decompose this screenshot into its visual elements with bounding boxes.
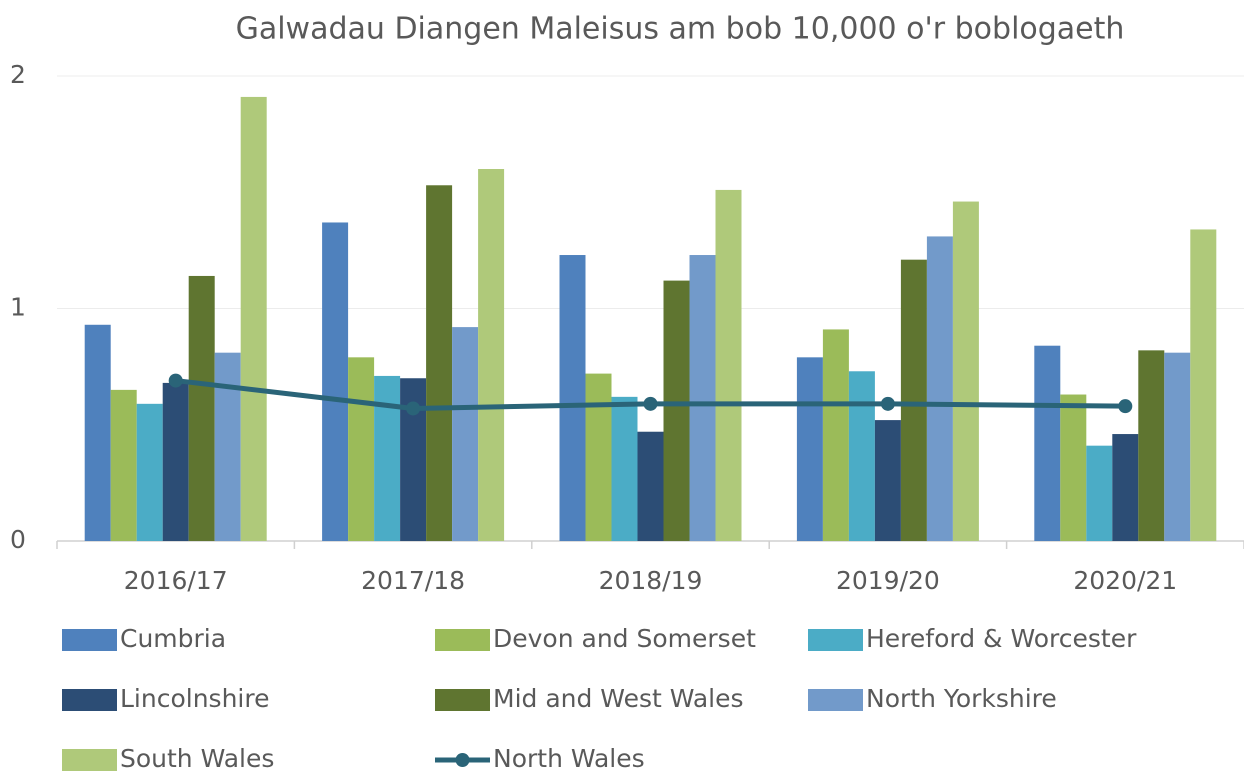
bar [611, 396, 638, 541]
legend-swatch [435, 629, 490, 651]
legend-label: Hereford & Worcester [866, 624, 1137, 653]
legend-label: Mid and West Wales [493, 684, 744, 713]
legend-swatch [808, 629, 863, 651]
x-tick-label: 2016/17 [124, 566, 228, 595]
legend-swatch-marker [455, 753, 470, 767]
legend-label: Lincolnshire [120, 684, 269, 713]
x-tick-label: 2020/21 [1073, 566, 1177, 595]
bar [426, 185, 453, 541]
legend-swatch [62, 629, 117, 651]
bar [900, 259, 927, 541]
bar [188, 275, 215, 541]
bar [952, 201, 979, 542]
bar [585, 373, 612, 541]
bar [926, 236, 953, 542]
bar [478, 169, 505, 541]
line-marker [1118, 399, 1133, 414]
line-marker [406, 401, 421, 416]
legend-swatch [62, 749, 117, 771]
bar [1034, 345, 1061, 541]
bar [84, 324, 111, 541]
bar [348, 357, 375, 541]
bar [240, 96, 267, 542]
y-tick-label: 1 [10, 293, 26, 322]
chart-title: Galwadau Diangen Maleisus am bob 10,000 … [236, 12, 1125, 47]
y-tick-label: 0 [10, 525, 26, 554]
bar [663, 280, 690, 541]
bar [848, 371, 875, 541]
bar [1164, 352, 1191, 541]
bar [136, 403, 163, 541]
bar [1190, 229, 1217, 541]
legend-label: South Wales [120, 744, 274, 773]
y-tick-label: 2 [10, 60, 26, 89]
legend-swatch [62, 689, 117, 711]
bar [214, 352, 241, 541]
bar [637, 431, 664, 541]
bar [1138, 350, 1165, 541]
legend-label: North Yorkshire [866, 684, 1057, 713]
legend-swatch [435, 689, 490, 711]
line-marker [643, 396, 658, 411]
line-marker [880, 396, 895, 411]
legend-label: Devon and Somerset [493, 624, 756, 653]
x-tick-label: 2018/19 [599, 566, 703, 595]
bar [162, 382, 189, 541]
bar [110, 389, 137, 541]
bar [452, 327, 479, 541]
bar [1112, 434, 1139, 541]
line-marker [168, 373, 183, 388]
x-tick-label: 2017/18 [361, 566, 465, 595]
bar [715, 189, 742, 542]
bar [1060, 394, 1087, 541]
bar [796, 357, 823, 541]
legend-label: North Wales [493, 744, 645, 773]
bar [1086, 445, 1113, 541]
bar [689, 255, 716, 541]
bar [374, 375, 401, 541]
bar [322, 222, 349, 541]
bar [874, 420, 901, 541]
legend-label: Cumbria [120, 624, 226, 653]
legend-swatch [808, 689, 863, 711]
bar [822, 329, 849, 541]
x-tick-label: 2019/20 [836, 566, 940, 595]
bar [559, 255, 586, 541]
